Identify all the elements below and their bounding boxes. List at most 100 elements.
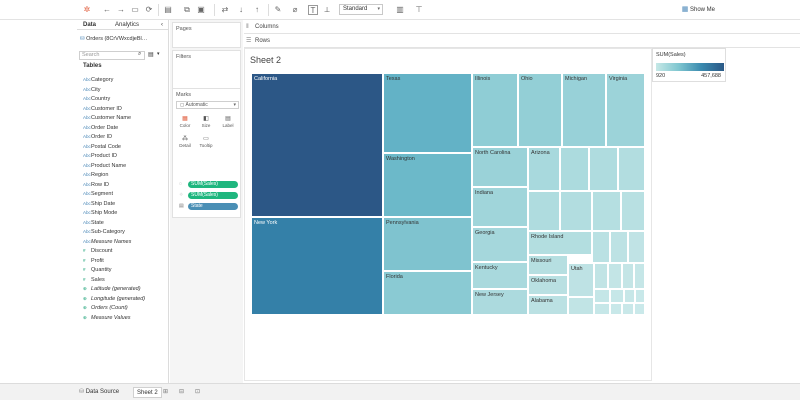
pages-card[interactable]: Pages — [172, 22, 241, 48]
cell-state[interactable] — [635, 289, 645, 303]
cell-state[interactable] — [568, 297, 594, 315]
rows-shelf[interactable]: ☰ Rows — [244, 34, 800, 48]
fix-axes-icon[interactable]: ⟂ — [324, 5, 330, 14]
cell-missouri[interactable]: Missouri — [528, 255, 568, 275]
cell-state[interactable] — [618, 147, 645, 191]
dimension-field[interactable]: AbcProduct ID — [83, 151, 117, 160]
size-button[interactable]: ◧ Size — [197, 115, 215, 131]
dimension-field[interactable]: AbcShip Mode — [83, 208, 117, 217]
data-source-tab[interactable]: ⛁ Data Source — [79, 389, 120, 395]
cell-pennsylvania[interactable]: Pennsylvania — [383, 217, 472, 271]
dimension-field[interactable]: AbcMeasure Names — [83, 237, 131, 246]
measure-field[interactable]: # Sales — [83, 275, 105, 284]
cell-washington[interactable]: Washington — [383, 153, 472, 217]
cell-georgia[interactable]: Georgia — [472, 227, 528, 262]
cell-ohio[interactable]: Ohio — [518, 73, 562, 147]
dimension-field[interactable]: AbcSegment — [83, 189, 113, 198]
color-button[interactable]: ▦ Color — [176, 115, 194, 131]
cell-utah[interactable]: Utah — [568, 263, 594, 297]
tab-analytics[interactable]: Analytics — [115, 22, 140, 28]
detail-button[interactable]: ⁂ Detail — [176, 135, 194, 151]
cell-state[interactable] — [589, 147, 618, 191]
cell-california[interactable]: California — [251, 73, 383, 217]
pane-menu-icon[interactable]: ▾ — [157, 51, 160, 57]
labels-icon[interactable]: T — [308, 5, 318, 15]
cell-oklahoma[interactable]: Oklahoma — [528, 275, 568, 295]
dimension-field[interactable]: AbcCustomer Name — [83, 113, 131, 122]
cell-state[interactable] — [622, 263, 634, 289]
dimension-field[interactable]: AbcCity — [83, 85, 100, 94]
dimension-field[interactable]: AbcOrder ID — [83, 132, 112, 141]
cell-state[interactable] — [610, 289, 624, 303]
cell-state[interactable] — [528, 191, 560, 231]
save-icon[interactable]: ▭ — [131, 5, 139, 14]
new-story-tab-icon[interactable]: ⊡ — [195, 389, 201, 395]
cell-state[interactable] — [592, 191, 621, 231]
swap-icon[interactable]: ⇄ — [221, 5, 229, 14]
dimension-field[interactable]: AbcProduct Name — [83, 161, 126, 170]
columns-shelf[interactable]: ⦀ Columns — [244, 20, 800, 34]
measure-field[interactable]: ⊕ Longitude (generated) — [83, 294, 145, 303]
dimension-field[interactable]: AbcRegion — [83, 170, 108, 179]
measure-field[interactable]: ⊕ Measure Values — [83, 313, 131, 322]
dimension-field[interactable]: AbcOrder Date — [83, 123, 118, 132]
search-input[interactable]: Search — [79, 51, 145, 60]
dimension-field[interactable]: AbcPostal Code — [83, 142, 121, 151]
cell-north-carolina[interactable]: North Carolina — [472, 147, 528, 187]
dimension-field[interactable]: AbcCustomer ID — [83, 104, 122, 113]
cell-state[interactable] — [592, 231, 610, 263]
duplicate-sheet-icon[interactable]: ⧉ — [184, 5, 190, 14]
highlight-icon[interactable]: ✎ — [274, 5, 282, 14]
cell-state[interactable] — [624, 289, 635, 303]
cell-state[interactable] — [634, 303, 645, 315]
dimension-field[interactable]: AbcShip Date — [83, 199, 115, 208]
group-icon[interactable]: ⌀ — [292, 5, 298, 14]
cell-state[interactable] — [560, 147, 589, 191]
sort-desc-icon[interactable]: ↑ — [255, 5, 259, 14]
pill-size-sales[interactable]: SUM(Sales) — [188, 181, 238, 188]
connect-data-icon[interactable]: ⟳ — [145, 5, 153, 14]
presentation-icon[interactable]: ⊤ — [415, 5, 423, 14]
datasource-item[interactable]: ⛁ Orders (8CrVWxcdjeBl… — [80, 36, 148, 42]
new-worksheet-tab-icon[interactable]: ⊞ — [163, 389, 169, 395]
cell-state[interactable] — [634, 263, 645, 289]
dimension-field[interactable]: AbcCategory — [83, 75, 113, 84]
color-legend[interactable]: SUM(Sales) 920 457,688 — [652, 48, 726, 82]
cell-state[interactable] — [594, 303, 610, 315]
dimension-field[interactable]: AbcSub-Category — [83, 227, 125, 236]
cell-state[interactable] — [610, 303, 622, 315]
pill-label-state[interactable]: State — [188, 203, 238, 210]
new-dashboard-tab-icon[interactable]: ⊟ — [179, 389, 185, 395]
cell-indiana[interactable]: Indiana — [472, 187, 528, 227]
sheet-title[interactable]: Sheet 2 — [250, 55, 282, 65]
show-me-button[interactable]: ▦ Show Me — [681, 6, 715, 13]
cell-state[interactable] — [628, 231, 645, 263]
cell-illinois[interactable]: Illinois — [472, 73, 518, 147]
show-cards-icon[interactable]: ▥ — [396, 5, 404, 14]
cell-kentucky[interactable]: Kentucky — [472, 262, 528, 289]
fit-select[interactable]: Standard ▾ — [339, 4, 383, 15]
cell-state[interactable] — [608, 263, 622, 289]
cell-virginia[interactable]: Virginia — [606, 73, 645, 147]
cell-michigan[interactable]: Michigan — [562, 73, 606, 147]
label-button[interactable]: ▤ Label — [219, 115, 237, 131]
cell-arizona[interactable]: Arizona — [528, 147, 560, 191]
measure-field[interactable]: # Discount — [83, 246, 112, 255]
collapse-icon[interactable]: ‹ — [161, 22, 163, 28]
redo-icon[interactable]: → — [117, 5, 125, 14]
sort-asc-icon[interactable]: ↓ — [239, 5, 243, 14]
cell-florida[interactable]: Florida — [383, 271, 472, 315]
dimension-field[interactable]: AbcState — [83, 218, 104, 227]
cell-state[interactable] — [560, 191, 592, 231]
cell-state[interactable] — [621, 191, 645, 231]
cell-state[interactable] — [610, 231, 628, 263]
measure-field[interactable]: ⊕ Orders (Count) — [83, 303, 128, 312]
cell-state[interactable] — [594, 263, 608, 289]
clear-sheet-icon[interactable]: ▣ — [197, 5, 205, 14]
measure-field[interactable]: # Profit — [83, 256, 104, 265]
cell-rhode-island[interactable]: Rhode Island — [528, 231, 592, 255]
cell-state[interactable] — [622, 303, 634, 315]
measure-field[interactable]: ⊕ Latitude (generated) — [83, 284, 141, 293]
cell-texas[interactable]: Texas — [383, 73, 472, 153]
cell-new-york[interactable]: New York — [251, 217, 383, 315]
